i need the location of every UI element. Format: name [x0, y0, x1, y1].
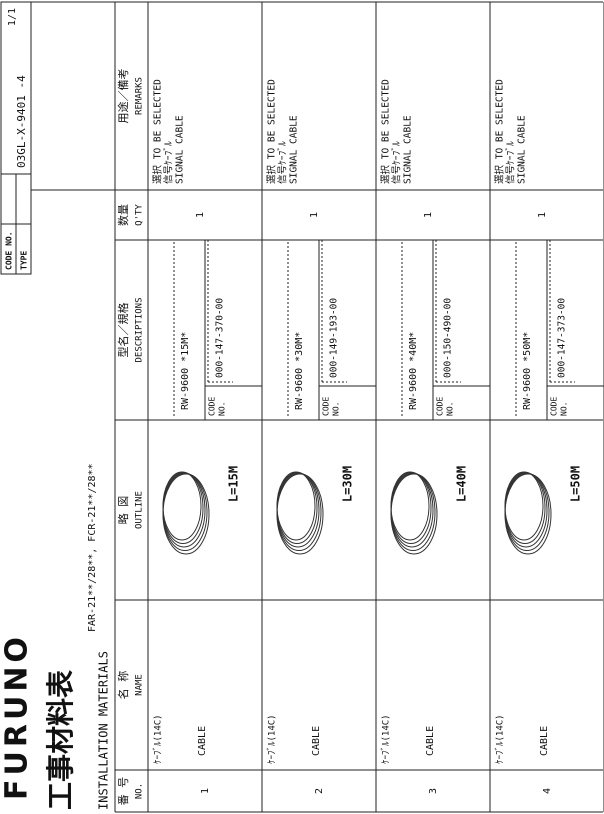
header-en: REMARKS — [135, 77, 145, 115]
code-label: CODE — [550, 397, 559, 416]
code-no: 000-147-373-00 — [557, 298, 568, 378]
coil — [276, 472, 320, 548]
remarks-box — [30, 1, 116, 191]
header-en: NO. — [135, 783, 145, 799]
code-label: NO. — [332, 402, 341, 416]
remark: SIGNAL CABLE — [517, 115, 528, 184]
logo: FURUNO — [0, 633, 35, 800]
row-no: 4 — [542, 788, 553, 794]
code-label: CODE — [208, 397, 217, 416]
header-ja: 型名／規格 — [116, 303, 130, 358]
type-name: RW-9600 *30M* — [294, 332, 305, 410]
remark: SIGNAL CABLE — [289, 115, 300, 184]
code-label: NO. — [446, 402, 455, 416]
header-ja: 番 号 — [117, 777, 130, 806]
coil — [504, 472, 546, 544]
coil — [276, 471, 316, 541]
code-no: 03GL-X-9401 -4 — [15, 75, 28, 168]
coil — [504, 472, 548, 548]
qty: 1 — [537, 212, 548, 218]
coil — [276, 472, 318, 544]
type-name: RW-9600 *50M* — [522, 332, 533, 410]
remark: 選択 TO BE SELECTED — [380, 79, 392, 184]
code-label: CODE — [436, 397, 445, 416]
name-en: CABLE — [197, 726, 208, 756]
qty: 1 — [195, 212, 206, 218]
name-en: CABLE — [425, 726, 436, 756]
coil — [162, 472, 204, 544]
code-label: NO. — [218, 402, 227, 416]
coil — [162, 473, 210, 555]
code-no: 000-150-490-00 — [443, 298, 454, 378]
coil — [390, 473, 438, 555]
name-ja: ｹｰﾌﾞﾙ(14C) — [495, 714, 506, 764]
header-en: DESCRIPTIONS — [135, 297, 145, 362]
remark: 信号ｹｰﾌﾞﾙ — [391, 141, 403, 184]
name-en: CABLE — [311, 726, 322, 756]
code-no: 000-149-193-00 — [329, 298, 340, 378]
outline-length: L=30M — [341, 466, 355, 502]
remark: 選択 TO BE SELECTED — [494, 79, 506, 184]
header-en: Q'TY — [135, 204, 145, 226]
coil — [162, 471, 202, 541]
outline-length: L=50M — [569, 466, 583, 502]
remark: 選択 TO BE SELECTED — [266, 79, 278, 184]
type-label: TYPE — [20, 251, 29, 270]
coil — [276, 473, 324, 555]
models: FAR-21**/28**, FCR-21**/28** — [87, 463, 98, 632]
page-no: 1/1 — [7, 8, 18, 26]
header-ja: 用途／備考 — [116, 69, 130, 124]
row-no: 2 — [314, 788, 325, 794]
coil — [162, 472, 206, 548]
header-en: NAME — [135, 674, 145, 696]
coil — [504, 473, 552, 555]
type-name: RW-9600 *15M* — [180, 332, 191, 410]
remark: 信号ｹｰﾌﾞﾙ — [505, 141, 517, 184]
header-ja: 略 図 — [116, 496, 130, 525]
outline-length: L=40M — [455, 466, 469, 502]
remark: 選択 TO BE SELECTED — [152, 79, 164, 184]
coil — [390, 472, 432, 544]
coil — [504, 471, 544, 541]
remark: SIGNAL CABLE — [175, 115, 186, 184]
name-ja: ｹｰﾌﾞﾙ(14C) — [381, 714, 392, 764]
code-label: NO. — [560, 402, 569, 416]
coil — [390, 471, 430, 541]
title-en: INSTALLATION MATERIALS — [97, 651, 111, 810]
qty: 1 — [423, 212, 434, 218]
name-ja: ｹｰﾌﾞﾙ(14C) — [153, 714, 164, 764]
row-no: 3 — [428, 788, 439, 794]
remark: SIGNAL CABLE — [403, 115, 414, 184]
outline-length: L=15M — [227, 466, 241, 502]
type-name: RW-9600 *40M* — [408, 332, 419, 410]
title-ja: 工事材料表 — [44, 670, 77, 810]
header-en: OUTLINE — [135, 491, 145, 529]
code-no-label: CODE NO. — [5, 231, 14, 270]
name-ja: ｹｰﾌﾞﾙ(14C) — [267, 714, 278, 764]
remark: 信号ｹｰﾌﾞﾙ — [163, 141, 175, 184]
name-en: CABLE — [539, 726, 550, 756]
remark: 信号ｹｰﾌﾞﾙ — [277, 141, 289, 184]
code-label: CODE — [322, 397, 331, 416]
code-no: 000-147-370-00 — [215, 298, 226, 378]
qty: 1 — [309, 212, 320, 218]
row-no: 1 — [200, 788, 211, 794]
coil — [390, 472, 434, 548]
header-ja: 数量 — [117, 204, 130, 226]
header-ja: 名 称 — [116, 671, 130, 700]
